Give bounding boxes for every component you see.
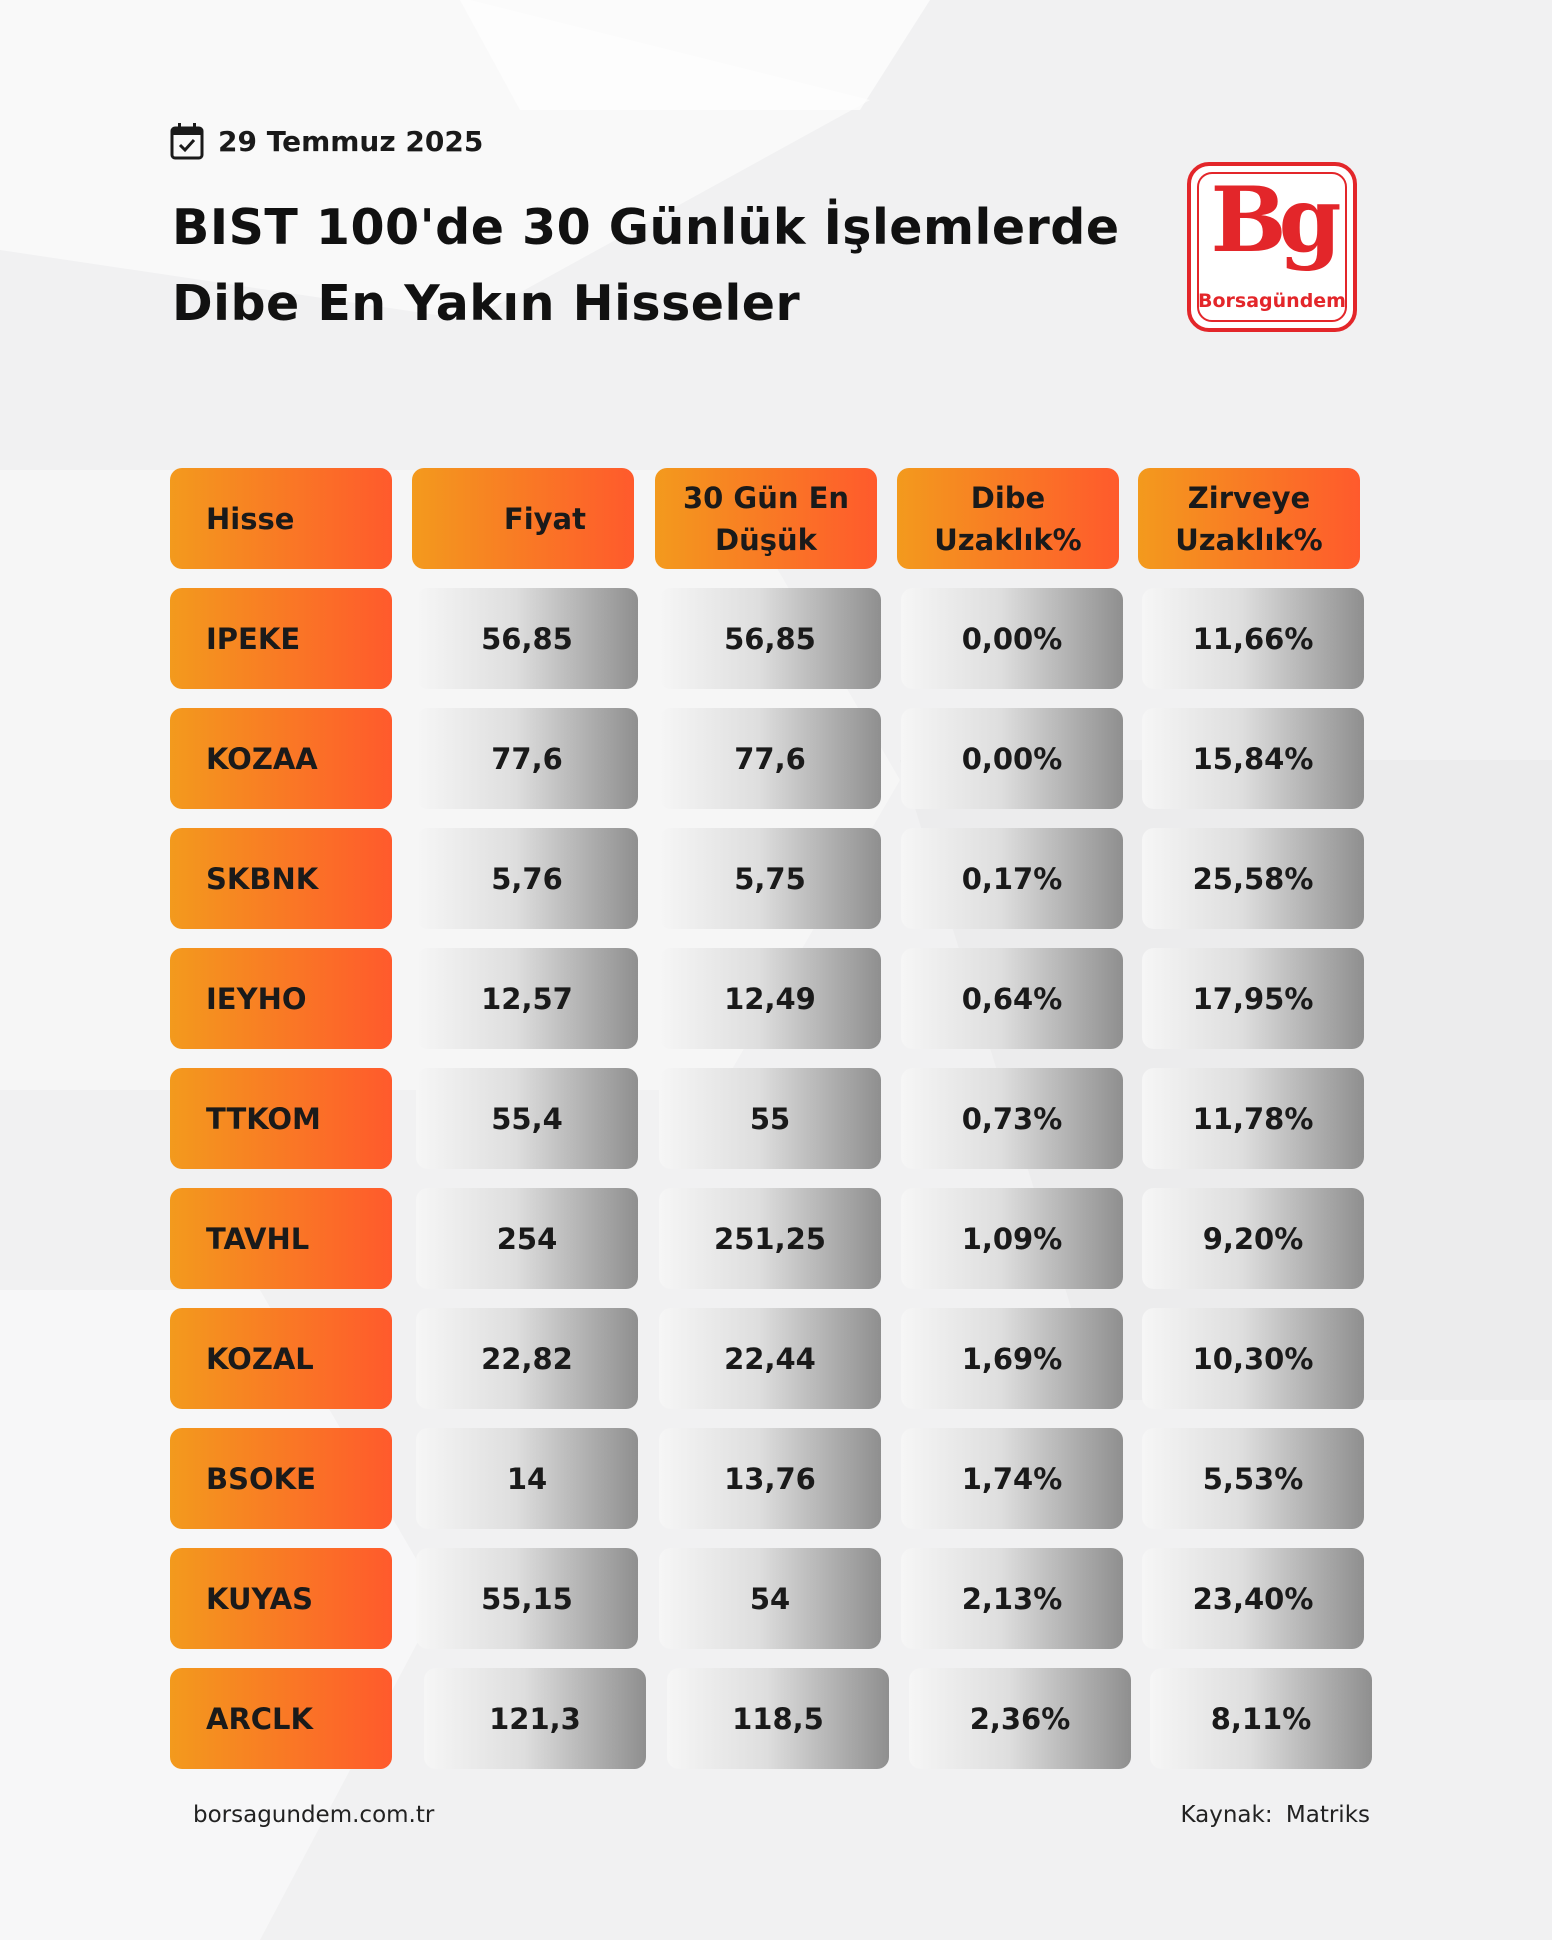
header-30-gun-en-dusuk-label: 30 Gün En Düşük xyxy=(682,480,850,557)
brand-logo: Bg Borsagündem xyxy=(1187,162,1357,332)
header-dibe-uzaklik: Dibe Uzaklık% xyxy=(897,468,1119,569)
title-line-2: Dibe En Yakın Hisseler xyxy=(172,275,801,332)
cell-distance-to-peak: 10,30% xyxy=(1142,1308,1364,1409)
cell-low-30d: 56,85 xyxy=(659,588,881,689)
cell-ticker: IPEKE xyxy=(170,588,392,689)
cell-price: 22,82 xyxy=(416,1308,638,1409)
cell-ticker: KOZAL xyxy=(170,1308,392,1409)
cell-price: 5,76 xyxy=(416,828,638,929)
cell-distance-to-low: 1,09% xyxy=(901,1188,1123,1289)
header-fiyat: Fiyat xyxy=(412,468,634,569)
cell-distance-to-peak: 11,66% xyxy=(1142,588,1364,689)
cell-price: 12,57 xyxy=(416,948,638,1049)
cell-price: 77,6 xyxy=(416,708,638,809)
cell-distance-to-low: 0,17% xyxy=(901,828,1123,929)
cell-low-30d: 13,76 xyxy=(659,1428,881,1529)
cell-price: 55,4 xyxy=(416,1068,638,1169)
cell-distance-to-low: 2,36% xyxy=(909,1668,1131,1769)
cell-price: 254 xyxy=(416,1188,638,1289)
cell-low-30d: 77,6 xyxy=(659,708,881,809)
cell-ticker: BSOKE xyxy=(170,1428,392,1529)
date-row: 29 Temmuz 2025 xyxy=(170,122,483,160)
cell-distance-to-low: 2,13% xyxy=(901,1548,1123,1649)
cell-distance-to-peak: 23,40% xyxy=(1142,1548,1364,1649)
footer-site: borsagundem.com.tr xyxy=(193,1802,435,1828)
cell-price: 121,3 xyxy=(424,1668,646,1769)
cell-ticker: IEYHO xyxy=(170,948,392,1049)
cell-ticker: TAVHL xyxy=(170,1188,392,1289)
logo-text: Borsagündem xyxy=(1198,290,1346,312)
logo-frame xyxy=(1197,172,1347,322)
cell-low-30d: 251,25 xyxy=(659,1188,881,1289)
header-hisse: Hisse xyxy=(170,468,392,569)
footer-source: Kaynak: Matriks xyxy=(1180,1802,1370,1828)
cell-ticker: ARCLK xyxy=(170,1668,392,1769)
header-30-gun-en-dusuk: 30 Gün En Düşük xyxy=(655,468,877,569)
cell-distance-to-peak: 25,58% xyxy=(1142,828,1364,929)
cell-distance-to-peak: 15,84% xyxy=(1142,708,1364,809)
calendar-icon xyxy=(170,123,204,160)
cell-distance-to-low: 0,64% xyxy=(901,948,1123,1049)
cell-low-30d: 5,75 xyxy=(659,828,881,929)
cell-distance-to-peak: 9,20% xyxy=(1142,1188,1364,1289)
cell-distance-to-low: 0,73% xyxy=(901,1068,1123,1169)
cell-distance-to-peak: 17,95% xyxy=(1142,948,1364,1049)
cell-low-30d: 54 xyxy=(659,1548,881,1649)
header-zirveye-uzaklik: Zirveye Uzaklık% xyxy=(1138,468,1360,569)
cell-distance-to-low: 1,74% xyxy=(901,1428,1123,1529)
header-dibe-uzaklik-label: Dibe Uzaklık% xyxy=(934,480,1082,557)
title-line-1: BIST 100'de 30 Günlük İşlemlerde xyxy=(172,199,1120,256)
cell-distance-to-low: 0,00% xyxy=(901,588,1123,689)
cell-ticker: KUYAS xyxy=(170,1548,392,1649)
cell-distance-to-peak: 8,11% xyxy=(1150,1668,1372,1769)
cell-low-30d: 118,5 xyxy=(667,1668,889,1769)
cell-price: 55,15 xyxy=(416,1548,638,1649)
cell-ticker: SKBNK xyxy=(170,828,392,929)
cell-low-30d: 55 xyxy=(659,1068,881,1169)
cell-ticker: TTKOM xyxy=(170,1068,392,1169)
header-hisse-label: Hisse xyxy=(206,501,295,536)
cell-low-30d: 22,44 xyxy=(659,1308,881,1409)
header-fiyat-label: Fiyat xyxy=(503,501,586,536)
cell-distance-to-peak: 5,53% xyxy=(1142,1428,1364,1529)
page-title: BIST 100'de 30 Günlük İşlemlerde Dibe En… xyxy=(172,190,1172,342)
cell-low-30d: 12,49 xyxy=(659,948,881,1049)
cell-distance-to-peak: 11,78% xyxy=(1142,1068,1364,1169)
cell-ticker: KOZAA xyxy=(170,708,392,809)
cell-price: 56,85 xyxy=(416,588,638,689)
cell-distance-to-low: 0,00% xyxy=(901,708,1123,809)
logo-mark: Bg xyxy=(1210,167,1342,273)
report-date: 29 Temmuz 2025 xyxy=(218,124,484,158)
header-zirveye-uzaklik-label: Zirveye Uzaklık% xyxy=(1175,480,1323,557)
cell-price: 14 xyxy=(416,1428,638,1529)
cell-distance-to-low: 1,69% xyxy=(901,1308,1123,1409)
